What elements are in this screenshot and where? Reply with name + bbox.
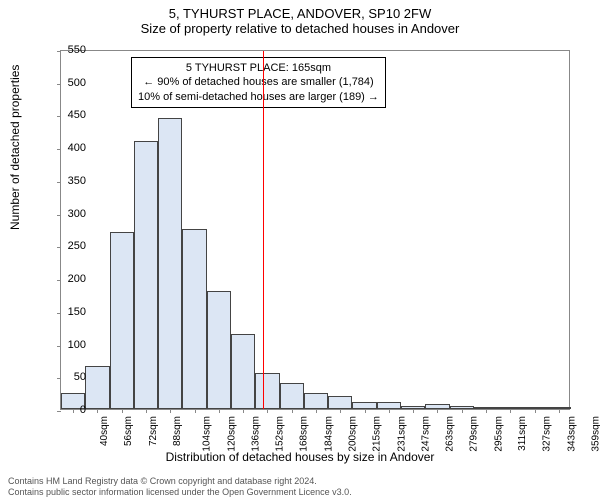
x-tick-mark (510, 409, 511, 413)
histogram-bar (255, 373, 279, 409)
histogram-bar (134, 141, 158, 409)
x-tick-label: 168sqm (299, 416, 310, 452)
x-tick-label: 88sqm (172, 416, 183, 446)
y-tick-label: 0 (56, 404, 86, 416)
x-tick-label: 295sqm (493, 416, 504, 452)
x-tick-label: 136sqm (250, 416, 261, 452)
annotation-line1: ← 90% of detached houses are smaller (1,… (138, 75, 379, 89)
property-marker-line (263, 51, 264, 409)
x-tick-mark (413, 409, 414, 413)
title-sub: Size of property relative to detached ho… (0, 21, 600, 40)
x-tick-label: 279sqm (469, 416, 480, 452)
x-tick-mark (340, 409, 341, 413)
histogram-bar (328, 396, 352, 409)
chart-plot-area: 5 TYHURST PLACE: 165sqm ← 90% of detache… (60, 50, 570, 410)
x-tick-mark (365, 409, 366, 413)
y-tick-label: 300 (56, 208, 86, 220)
x-tick-label: 184sqm (323, 416, 334, 452)
x-tick-mark (535, 409, 536, 413)
x-tick-mark (462, 409, 463, 413)
x-tick-label: 359sqm (590, 416, 600, 452)
footer-line2: Contains public sector information licen… (8, 487, 352, 498)
x-tick-label: 72sqm (148, 416, 159, 446)
annotation-title: 5 TYHURST PLACE: 165sqm (138, 61, 379, 75)
x-tick-label: 120sqm (226, 416, 237, 452)
x-tick-label: 263sqm (445, 416, 456, 452)
x-tick-label: 40sqm (99, 416, 110, 446)
x-tick-label: 56sqm (123, 416, 134, 446)
histogram-bar (280, 383, 304, 409)
x-tick-label: 152sqm (275, 416, 286, 452)
x-tick-label: 327sqm (542, 416, 553, 452)
histogram-bar (231, 334, 255, 409)
x-tick-mark (389, 409, 390, 413)
x-tick-label: 104sqm (202, 416, 213, 452)
histogram-bar (304, 393, 328, 409)
histogram-bar (182, 229, 206, 409)
y-axis-label: Number of detached properties (8, 65, 22, 230)
footer-attribution: Contains HM Land Registry data © Crown c… (8, 476, 352, 498)
x-tick-mark (219, 409, 220, 413)
histogram-bar (207, 291, 231, 409)
y-tick-label: 350 (56, 175, 86, 187)
y-tick-label: 450 (56, 109, 86, 121)
x-tick-label: 215sqm (372, 416, 383, 452)
histogram-bar (158, 118, 182, 409)
x-tick-label: 247sqm (420, 416, 431, 452)
y-tick-label: 500 (56, 77, 86, 89)
histogram-bar (85, 366, 109, 409)
annotation-box: 5 TYHURST PLACE: 165sqm ← 90% of detache… (131, 57, 386, 108)
y-tick-label: 100 (56, 339, 86, 351)
footer-line1: Contains HM Land Registry data © Crown c… (8, 476, 352, 487)
x-tick-label: 231sqm (396, 416, 407, 452)
y-tick-label: 400 (56, 142, 86, 154)
y-tick-label: 550 (56, 44, 86, 56)
x-tick-label: 343sqm (566, 416, 577, 452)
x-axis-label: Distribution of detached houses by size … (0, 450, 600, 464)
x-tick-mark (170, 409, 171, 413)
title-main: 5, TYHURST PLACE, ANDOVER, SP10 2FW (0, 0, 600, 21)
y-tick-label: 200 (56, 273, 86, 285)
annotation-line2: 10% of semi-detached houses are larger (… (138, 90, 379, 104)
histogram-bar (110, 232, 134, 409)
x-tick-mark (559, 409, 560, 413)
y-tick-label: 250 (56, 240, 86, 252)
x-tick-mark (316, 409, 317, 413)
x-tick-mark (437, 409, 438, 413)
x-tick-mark (146, 409, 147, 413)
x-tick-mark (292, 409, 293, 413)
x-tick-label: 311sqm (517, 416, 528, 451)
x-tick-label: 200sqm (348, 416, 359, 452)
x-tick-mark (195, 409, 196, 413)
x-tick-mark (486, 409, 487, 413)
y-tick-label: 50 (56, 371, 86, 383)
x-tick-mark (243, 409, 244, 413)
y-tick-label: 150 (56, 306, 86, 318)
x-tick-mark (97, 409, 98, 413)
x-tick-mark (122, 409, 123, 413)
x-tick-mark (267, 409, 268, 413)
